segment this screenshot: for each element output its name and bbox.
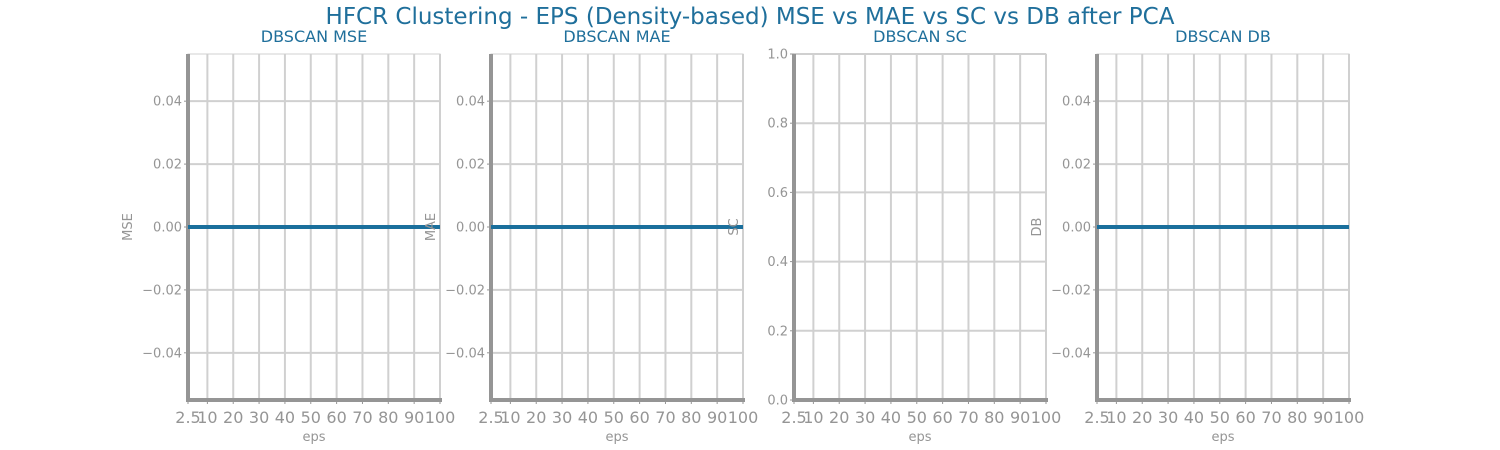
subplot-title: DBSCAN SC — [873, 27, 967, 46]
x-tick-label: 70 — [958, 408, 978, 427]
y-tick-label: 1.0 — [767, 48, 788, 63]
y-tick-label: 0.02 — [153, 158, 182, 173]
x-tick-label: 90 — [1010, 408, 1030, 427]
y-tick-label: 0.2 — [767, 324, 788, 339]
x-axis-label: eps — [908, 430, 931, 445]
x-tick-label: 60 — [326, 408, 346, 427]
y-axis-label: DB — [1030, 218, 1045, 237]
y-tick-label: 0.00 — [456, 221, 485, 236]
x-tick-label: 90 — [404, 408, 424, 427]
x-tick-label: 100 — [1334, 408, 1365, 427]
x-axis-label: eps — [1211, 430, 1234, 445]
x-tick-label: 50 — [907, 408, 927, 427]
x-tick-label: 80 — [1287, 408, 1307, 427]
y-tick-label: 0.00 — [1062, 221, 1091, 236]
subplot-2: 2.510 20 30 40 50 60 70 80 90 100−0.04−0.020.000.… — [424, 27, 758, 445]
subplot-title: DBSCAN MSE — [261, 27, 367, 46]
subplot-1: 2.510 20 30 40 50 60 70 80 90 100 −0.04 −0.02 0.00 0.… — [121, 27, 455, 445]
y-tick-label: −0.04 — [445, 346, 485, 361]
x-tick-label: 70 — [655, 408, 675, 427]
x-tick-label: 70 — [352, 408, 372, 427]
x-tick-label: 20 — [526, 408, 546, 427]
figure-title: HFCR Clustering - EPS (Density-based) MS… — [325, 4, 1175, 30]
x-tick-label: 30 — [855, 408, 875, 427]
x-tick-label: 30 — [249, 408, 269, 427]
subplot-4: 2.510 20 30 40 50 60 70 80 90 100−0.04−0.020.000.… — [1030, 27, 1364, 445]
x-tick-label: 50 — [604, 408, 624, 427]
y-tick-label: −0.04 — [142, 346, 182, 361]
y-tick-label: 0.02 — [1062, 158, 1091, 173]
x-tick-label: 40 — [578, 408, 598, 427]
y-tick-label: 0.04 — [153, 95, 182, 110]
y-tick-label: 0.8 — [767, 117, 788, 132]
y-tick-label: 0.02 — [456, 158, 485, 173]
y-axis-label: SC — [727, 218, 742, 235]
x-tick-label: 2.5 — [1084, 408, 1109, 427]
x-axis-label: eps — [605, 430, 628, 445]
y-axis-label: MAE — [424, 213, 439, 241]
x-tick-label: 30 — [1158, 408, 1178, 427]
y-tick-label: 0.04 — [1062, 95, 1091, 110]
x-tick-label: 90 — [1313, 408, 1333, 427]
subplot-title: DBSCAN DB — [1175, 27, 1271, 46]
x-tick-label: 80 — [378, 408, 398, 427]
y-tick-label: −0.02 — [1051, 283, 1091, 298]
x-tick-label: 40 — [1184, 408, 1204, 427]
y-tick-label: −0.02 — [445, 283, 485, 298]
y-tick-label: 0.0 — [767, 394, 788, 409]
x-tick-label: 10 — [197, 408, 217, 427]
x-tick-label: 100 — [728, 408, 759, 427]
x-tick-label: 20 — [1132, 408, 1152, 427]
y-tick-label: 0.04 — [456, 95, 485, 110]
x-tick-label: 70 — [1261, 408, 1281, 427]
x-axis-label: eps — [302, 430, 325, 445]
x-tick-label: 10 — [1106, 408, 1126, 427]
x-tick-label: 80 — [681, 408, 701, 427]
x-tick-label: 2.5 — [175, 408, 200, 427]
y-tick-label: 0.00 — [153, 221, 182, 236]
x-tick-label: 40 — [275, 408, 295, 427]
y-tick-label: −0.04 — [1051, 346, 1091, 361]
y-tick-label: −0.02 — [142, 283, 182, 298]
plot-area — [793, 53, 1047, 401]
x-tick-label: 100 — [425, 408, 456, 427]
x-tick-label: 40 — [881, 408, 901, 427]
x-tick-label: 50 — [1210, 408, 1230, 427]
x-tick-label: 20 — [829, 408, 849, 427]
x-tick-label: 10 — [803, 408, 823, 427]
y-tick-label: 0.6 — [767, 186, 788, 201]
y-tick-label: 0.4 — [767, 255, 788, 270]
x-tick-label: 30 — [552, 408, 572, 427]
subplot-3: 2.510 20 30 40 50 60 70 80 90 1000.00.20.40.60.81… — [727, 27, 1061, 445]
x-tick-label: 20 — [223, 408, 243, 427]
x-tick-label: 60 — [629, 408, 649, 427]
x-tick-label: 2.5 — [781, 408, 806, 427]
y-axis-label: MSE — [121, 213, 136, 241]
x-tick-label: 100 — [1031, 408, 1062, 427]
x-tick-label: 2.5 — [478, 408, 503, 427]
x-tick-label: 60 — [932, 408, 952, 427]
subplot-title: DBSCAN MAE — [563, 27, 670, 46]
x-tick-label: 80 — [984, 408, 1004, 427]
x-tick-label: 50 — [301, 408, 321, 427]
x-tick-label: 10 — [500, 408, 520, 427]
x-tick-label: 90 — [707, 408, 727, 427]
x-tick-label: 60 — [1235, 408, 1255, 427]
